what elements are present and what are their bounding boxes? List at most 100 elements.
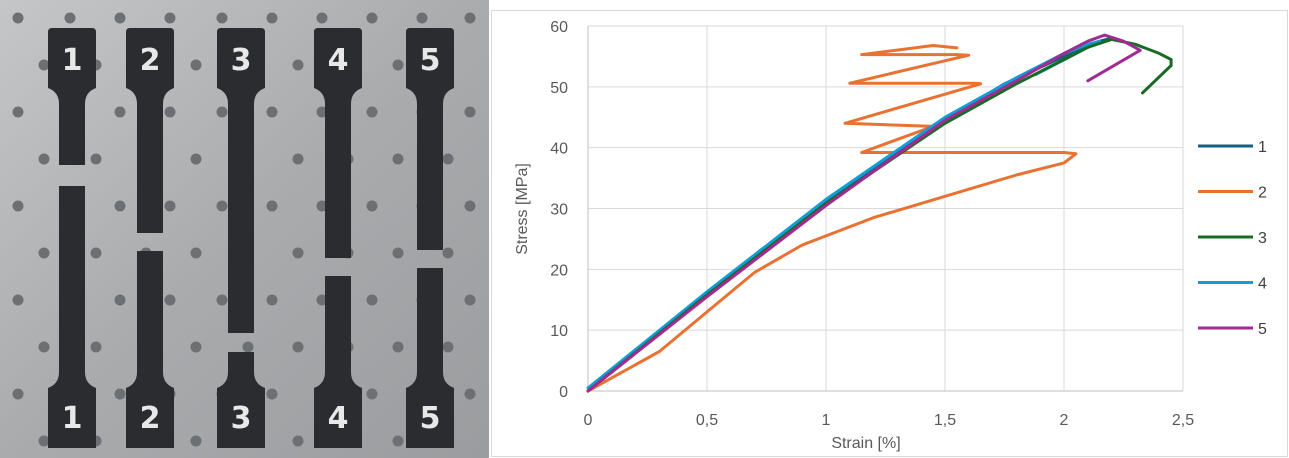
x-tick-label: 0 [584, 412, 593, 429]
plate-hole [164, 294, 176, 306]
plate-hole [392, 341, 404, 353]
x-tick-label: 1,5 [934, 412, 956, 429]
chart-legend: 1 2 3 4 5 [1198, 139, 1267, 338]
plate-hole [114, 388, 126, 400]
series-line-4 [586, 39, 1102, 390]
plate-hole [392, 247, 404, 259]
specimen-piece [406, 28, 454, 250]
specimen-piece [217, 352, 265, 448]
plate-hole [114, 12, 126, 24]
y-axis-title: Stress [MPa] [514, 163, 531, 255]
specimen-label-top: 3 [231, 43, 252, 78]
x-tick-label: 0,5 [696, 412, 718, 429]
legend-label-2: 2 [1258, 185, 1267, 202]
chart-gridlines [587, 25, 1184, 392]
specimen-piece [314, 28, 362, 258]
plate-hole [190, 59, 202, 71]
series-line-5 [586, 33, 1142, 393]
plate-hole [464, 200, 476, 212]
plate-hole [266, 12, 278, 24]
y-tick-label: 20 [550, 262, 568, 279]
plate-hole [292, 341, 304, 353]
plate-hole [392, 435, 404, 447]
legend-label-4: 4 [1258, 276, 1267, 293]
chart-frame [491, 10, 1288, 457]
plate-hole [90, 341, 102, 353]
plate-hole [12, 200, 24, 212]
plate-hole [266, 294, 278, 306]
plate-hole [64, 12, 76, 24]
plate-hole [12, 12, 24, 24]
specimen-label-bottom: 1 [62, 401, 83, 436]
plate-hole [12, 106, 24, 118]
specimen-piece [48, 28, 96, 165]
specimens: 1 1 2 2 3 3 4 4 5 5 [48, 28, 454, 448]
plate-hole [416, 12, 428, 24]
plate-hole [38, 247, 50, 259]
plate-hole [90, 247, 102, 259]
legend-label-5: 5 [1258, 321, 1267, 338]
plate-hole [242, 341, 254, 353]
specimen-photo: 1 1 2 2 3 3 4 4 5 5 [0, 0, 489, 458]
plate-hole [164, 12, 176, 24]
specimen-label-top: 1 [62, 43, 83, 78]
specimen-piece [217, 28, 265, 333]
plate-hole [366, 294, 378, 306]
specimen-label-top: 5 [420, 43, 441, 78]
plate-hole [442, 153, 454, 165]
plate-hole [114, 106, 126, 118]
stress-strain-chart: 0 10 20 30 40 50 60 0 0,5 1 1,5 2 2,5 1 2 3 4 5 Stress … [491, 0, 1289, 458]
plate-hole [216, 12, 228, 24]
plate-hole [190, 247, 202, 259]
y-axis-ticks: 0 10 20 30 40 50 60 [550, 19, 568, 401]
plate-hole [38, 341, 50, 353]
plate-hole [464, 294, 476, 306]
specimen-piece [48, 186, 96, 448]
plate-hole [114, 200, 126, 212]
x-tick-label: 1 [822, 412, 831, 429]
plate-hole [442, 247, 454, 259]
plate-hole [366, 12, 378, 24]
series-line-2 [586, 44, 1078, 393]
y-tick-label: 0 [559, 384, 568, 401]
plate-hole [292, 247, 304, 259]
plate-hole [266, 388, 278, 400]
y-tick-label: 40 [550, 141, 568, 158]
plate-hole [190, 153, 202, 165]
plate-hole [216, 200, 228, 212]
plate-hole [316, 106, 328, 118]
plate-hole [190, 341, 202, 353]
plate-hole [464, 12, 476, 24]
plate-hole [164, 106, 176, 118]
plate-hole [292, 153, 304, 165]
y-tick-label: 30 [550, 202, 568, 219]
plate-hole [164, 200, 176, 212]
y-tick-label: 50 [550, 80, 568, 97]
specimen-label-bottom: 5 [420, 401, 441, 436]
plate-hole [316, 294, 328, 306]
plate-hole [464, 388, 476, 400]
plate-hole [316, 12, 328, 24]
plate-hole [38, 153, 50, 165]
plate-hole [266, 106, 278, 118]
plate-hole [12, 294, 24, 306]
legend-label-3: 3 [1258, 230, 1267, 247]
plate-hole [216, 106, 228, 118]
plate-hole [38, 59, 50, 71]
specimen-piece [126, 28, 174, 233]
specimen-piece [406, 268, 454, 448]
specimen-label-bottom: 2 [140, 401, 161, 436]
specimen-label-top: 4 [328, 43, 349, 78]
legend-label-1: 1 [1258, 139, 1267, 156]
x-tick-label: 2,5 [1172, 412, 1194, 429]
plate-hole [90, 153, 102, 165]
plate-hole [366, 388, 378, 400]
specimen-label-bottom: 4 [328, 401, 349, 436]
plate-hole [366, 106, 378, 118]
plate-hole [316, 200, 328, 212]
specimen-piece [126, 251, 174, 448]
plate-hole [114, 294, 126, 306]
plate-hole [266, 200, 278, 212]
series-line-3 [586, 37, 1173, 393]
chart-series [586, 33, 1173, 393]
